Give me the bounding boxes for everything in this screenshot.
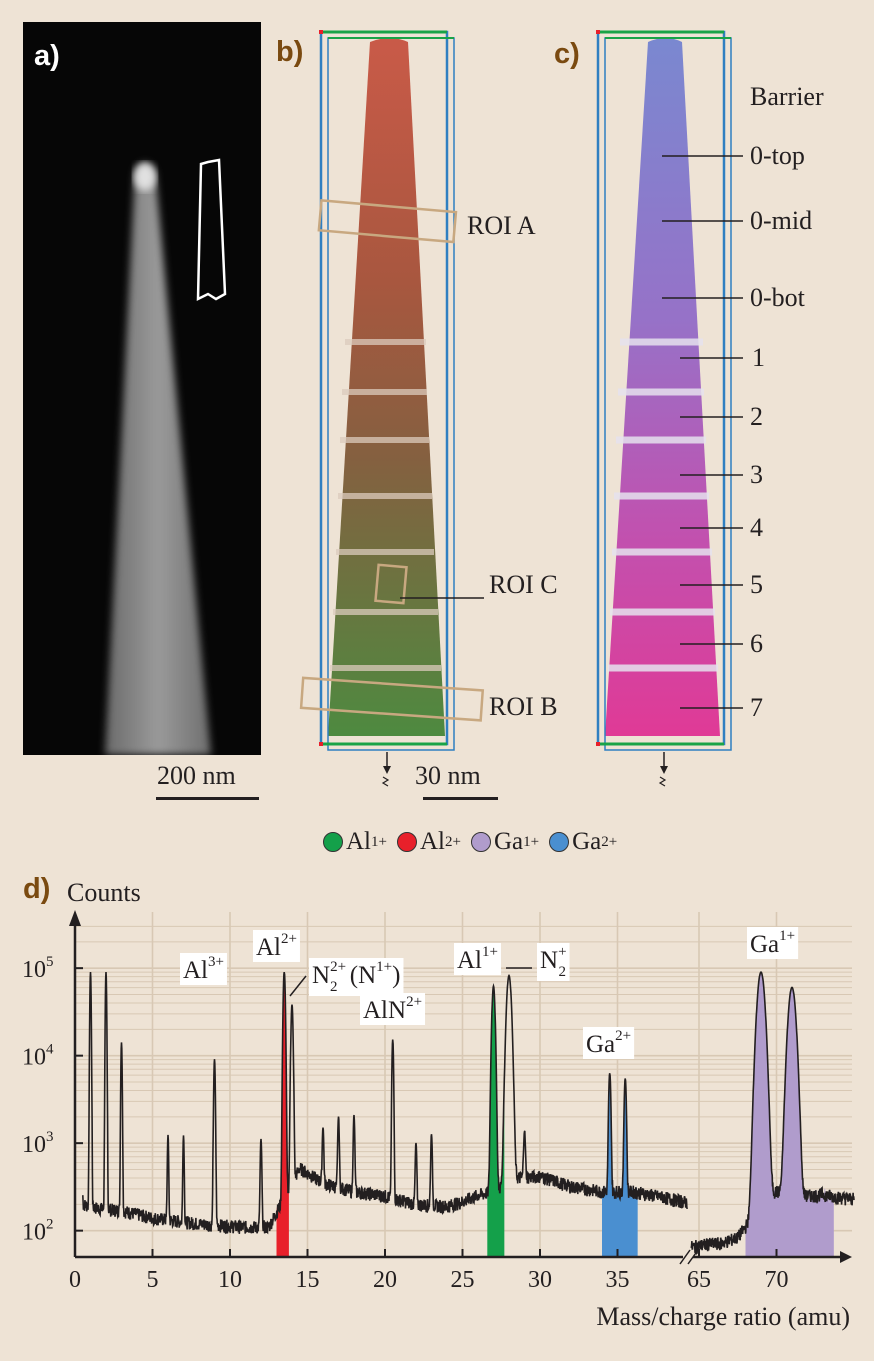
- panel-a-scale-label: 200 nm: [157, 761, 236, 790]
- legend-item-ga1: Ga 1+: [470, 828, 539, 856]
- barrier-header: Barrier: [750, 82, 824, 111]
- mass-spectrum-chart: 0 5 10 15 20 25 30 35 65 70 102 103 104 105 Al3+ Al2+ N…: [22, 910, 855, 1293]
- legend-swatch: [549, 832, 570, 852]
- legend-item-al1: Al 1+: [323, 828, 387, 856]
- x-axis-title: Mass/charge ratio (amu): [596, 1302, 850, 1331]
- x-tick-label: 70: [765, 1267, 789, 1293]
- chart-axes: [69, 910, 852, 1265]
- roi-b-label: ROI B: [489, 692, 558, 721]
- axis-break-mark: [687, 1249, 699, 1265]
- annotation-bg: [454, 943, 501, 975]
- roi-a-label: ROI A: [467, 211, 536, 240]
- roi-b-box: [299, 676, 485, 722]
- sem-tip-image: [105, 158, 227, 755]
- barrier-label: 2: [750, 402, 763, 431]
- panel-b-scale-label: 30 nm: [415, 761, 481, 790]
- spectrum-trace: [82, 971, 689, 1235]
- peak-label: N+ 2: [540, 944, 567, 980]
- apt-reconstruction-ga: [596, 30, 743, 787]
- axis-break-mark: [679, 1249, 691, 1265]
- panel-b-scalebar: [423, 797, 498, 800]
- peak-label: Al3+: [183, 954, 224, 984]
- barrier-label: 6: [750, 629, 763, 658]
- legend-item-al2: Al 2+: [396, 828, 461, 856]
- x-tick-label: 15: [296, 1267, 320, 1293]
- barrier-label: 4: [750, 513, 763, 542]
- legend-swatch: [470, 832, 491, 852]
- peak-label: Ga2+: [586, 1028, 631, 1058]
- y-tick-label: 102: [22, 1217, 54, 1246]
- annotation-bg: [309, 958, 404, 996]
- x-tick-label: 0: [69, 1267, 81, 1293]
- panel-d-letter: d): [23, 873, 51, 905]
- barrier-label: 0-bot: [750, 283, 805, 312]
- peak-label: Al2+: [256, 931, 297, 961]
- annotation-bg: [537, 943, 570, 981]
- panel-a-scalebar: [156, 797, 259, 800]
- peak-label: N2+ 2 (N1+): [312, 959, 400, 995]
- ion-fill-ga1p: [745, 972, 834, 1257]
- sem-image-panel: a): [23, 22, 261, 755]
- annotation-bg: [360, 993, 426, 1025]
- barrier-bands: [330, 339, 441, 671]
- peak-label: AlN2+: [363, 994, 422, 1024]
- annotation-bg: [253, 930, 300, 962]
- annotation-bg: [180, 953, 227, 985]
- panel-b-letter: b): [276, 36, 304, 68]
- x-tick-label: 25: [451, 1267, 475, 1293]
- peak-label: Al1+: [457, 944, 498, 974]
- y-tick-label: 104: [22, 1042, 54, 1071]
- y-tick-label: 105: [22, 954, 54, 983]
- barrier-label: 5: [750, 570, 763, 599]
- barrier-label: 3: [750, 460, 763, 489]
- peak-label: Ga1+: [750, 928, 795, 958]
- panel-a-letter: a): [34, 40, 60, 72]
- x-tick-label: 30: [528, 1267, 552, 1293]
- roi-c-label: ROI C: [489, 570, 558, 599]
- y-tick-label: 103: [22, 1129, 54, 1158]
- tip-outline-icon: [196, 158, 227, 302]
- legend-item-ga2: Ga 2+: [549, 828, 617, 856]
- barrier-label: 0-mid: [750, 206, 813, 235]
- ion-legend: Al 1+ Al 2+ Ga 1+ Ga 2+: [323, 828, 627, 856]
- x-axis-arrow: [840, 1251, 852, 1263]
- x-tick-label: 65: [687, 1267, 711, 1293]
- apt-reconstruction-al: [299, 30, 485, 787]
- x-tick-label: 20: [373, 1267, 397, 1293]
- y-axis-arrow: [69, 910, 81, 926]
- legend-swatch: [323, 832, 343, 852]
- roi-a-box: [317, 199, 458, 244]
- x-tick-label: 5: [147, 1267, 159, 1293]
- x-tick-label: 10: [218, 1267, 242, 1293]
- panel-c-letter: c): [554, 38, 580, 70]
- barrier-label: 1: [752, 343, 765, 372]
- peak-annotations: Al3+ Al2+ N2+ 2 (N1+)AlN2+ Al1+ N+ 2 Ga2+ Ga1+: [180, 927, 799, 1059]
- barrier-label: 7: [750, 693, 763, 722]
- roi-c-box: [374, 563, 408, 605]
- spectrum-trace: [690, 971, 855, 1256]
- y-axis-title: Counts: [67, 878, 141, 907]
- x-tick-label: 35: [606, 1267, 630, 1293]
- barrier-label: 0-top: [750, 141, 805, 170]
- annotation-bg: [747, 927, 799, 959]
- legend-swatch: [396, 832, 417, 852]
- leader-line: [289, 975, 307, 997]
- annotation-bg: [583, 1027, 635, 1059]
